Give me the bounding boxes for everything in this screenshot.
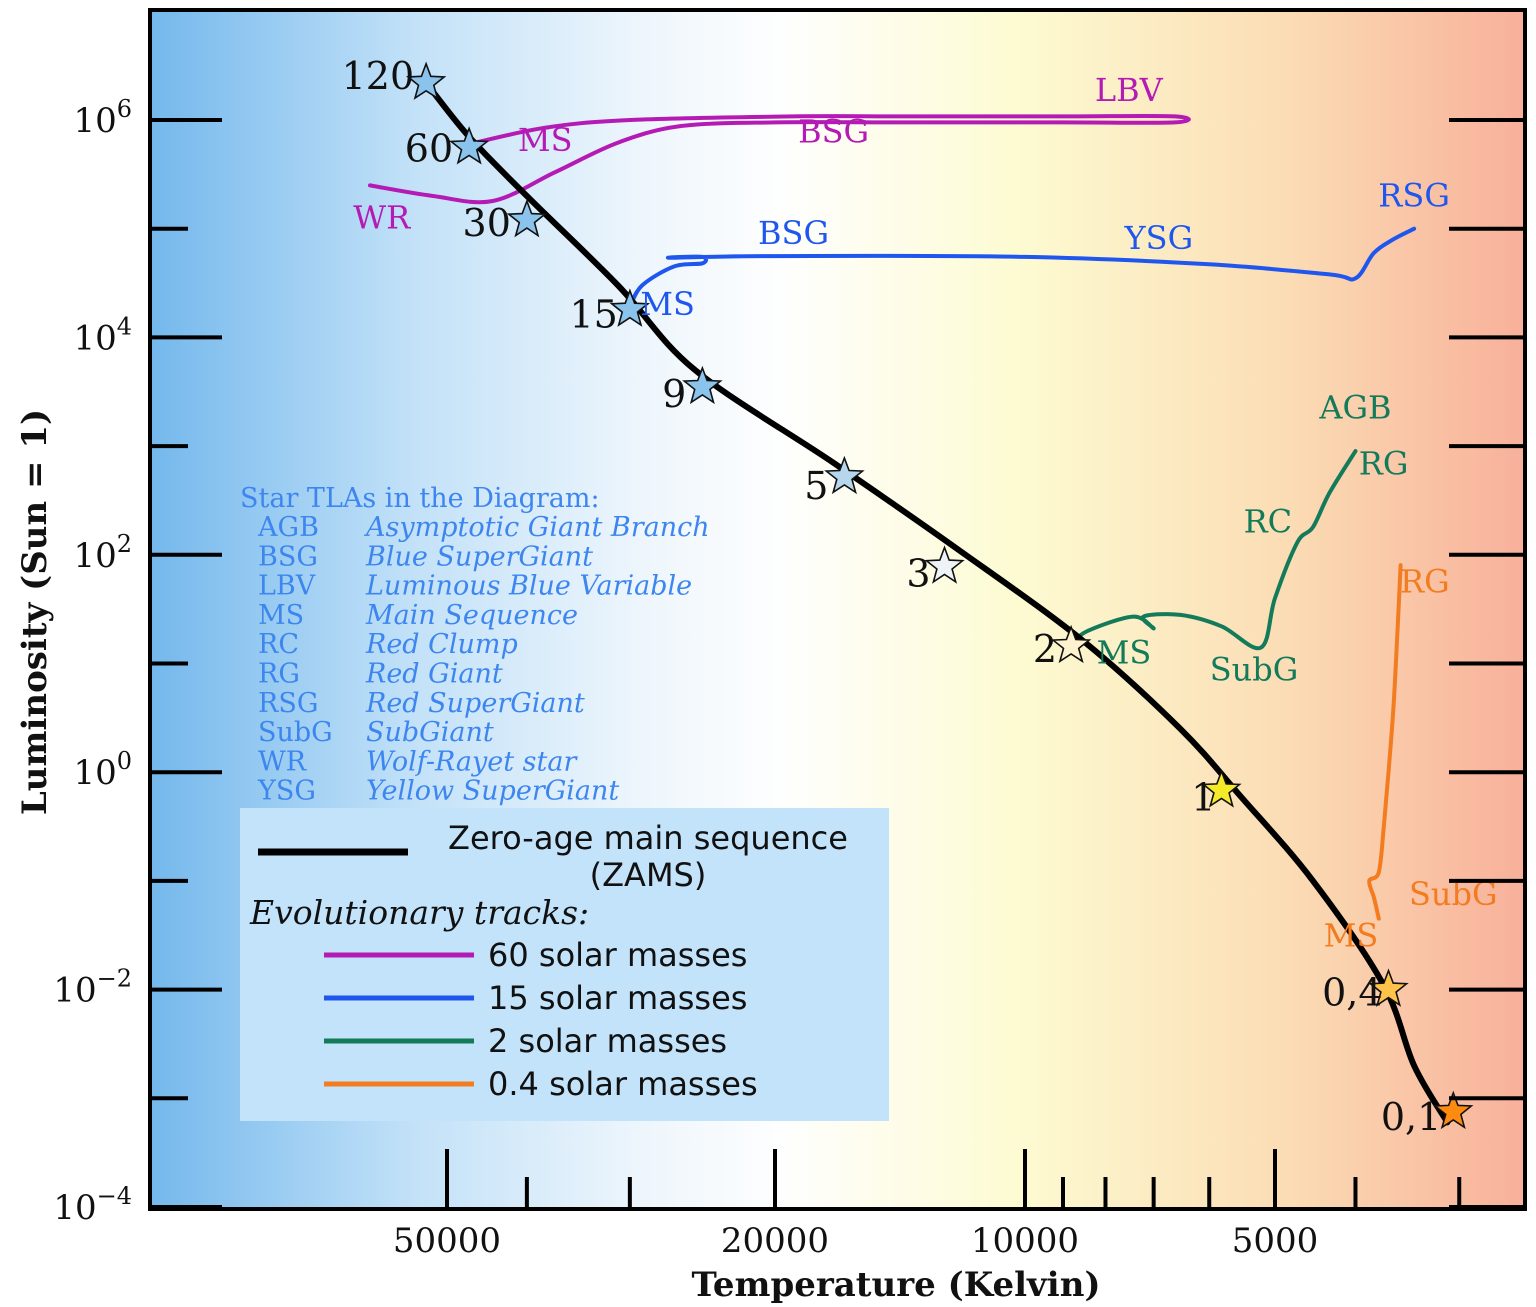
glossary-definition: Red SuperGiant xyxy=(365,688,585,719)
legend-tracks-heading: Evolutionary tracks: xyxy=(249,893,589,932)
track-label-wr: WR xyxy=(353,199,411,237)
star-marker-0-4 xyxy=(1368,968,1409,1007)
star-marker-120 xyxy=(405,61,447,100)
star-mass-label: 60 xyxy=(405,126,453,170)
y-tick-label: 10−4 xyxy=(53,1182,132,1228)
glossary-definition: Wolf-Rayet star xyxy=(366,746,578,777)
track-15-solar-masses xyxy=(627,226,1417,310)
star-mass-label: 15 xyxy=(569,293,617,337)
y-tick-label: 104 xyxy=(73,312,132,358)
axis-ticks: 106 104 102 100 10−2 10−4 50000 20000 10000 5000 xyxy=(53,95,1525,1261)
track-label-subg: SubG xyxy=(1210,650,1299,688)
glossary-abbr: MS xyxy=(258,600,304,631)
track-label-rsg: RSG xyxy=(1378,177,1450,215)
plot-frame xyxy=(148,8,1527,1211)
star-marker-15 xyxy=(609,288,651,327)
star-mass-label: 120 xyxy=(342,54,415,98)
x-axis-title: Temperature (Kelvin) xyxy=(691,1265,1100,1305)
track-0-4-solar-masses xyxy=(1367,563,1403,921)
glossary-abbr: WR xyxy=(258,746,307,777)
glossary-definition: Blue SuperGiant xyxy=(365,541,593,572)
glossary-definition: Main Sequence xyxy=(365,600,578,631)
glossary-definition: Asymptotic Giant Branch xyxy=(363,512,710,543)
track-label-rc: RC xyxy=(1244,503,1293,541)
glossary-abbr: BSG xyxy=(258,541,318,572)
y-tick-label: 10−2 xyxy=(53,965,132,1011)
star-marker-2 xyxy=(1050,624,1092,664)
track-label-bsg: BSG xyxy=(798,113,869,151)
track-label-ms: MS xyxy=(518,121,573,159)
track-label-ms: MS xyxy=(1097,634,1152,672)
star-marker-0-1 xyxy=(1433,1090,1474,1130)
star-marker-3 xyxy=(924,545,965,584)
track-labels: LBV MS BSG WR BSG YSG RSG MS AGB RG RC MS SubG RG SubG… xyxy=(353,71,1497,954)
star-marker-60 xyxy=(448,126,490,165)
x-tick-label: 50000 xyxy=(393,1221,501,1261)
star-mass-label: 1 xyxy=(1191,775,1215,819)
glossary-definition: Luminous Blue Variable xyxy=(365,571,692,602)
evolutionary-tracks xyxy=(368,113,1417,921)
y-axis-title: Luminosity (Sun = 1) xyxy=(15,409,55,815)
star-mass-label: 3 xyxy=(906,552,930,596)
legend-background xyxy=(240,808,889,1121)
glossary: Star TLAs in the Diagram: AGB Asymptotic … xyxy=(240,483,710,807)
star-marker-30 xyxy=(506,198,548,238)
glossary-abbr: SubG xyxy=(258,717,333,748)
glossary-abbr: RSG xyxy=(258,688,318,719)
x-tick-label: 20000 xyxy=(721,1221,829,1261)
legend-entries: 60 solar masses 15 solar masses 2 solar ma… xyxy=(324,936,758,1103)
zams-curve xyxy=(423,79,1451,1126)
y-tick-label: 102 xyxy=(73,530,132,576)
legend-box: Zero-age main sequence (ZAMS) Evolutiona… xyxy=(240,808,889,1121)
star-mass-label: 9 xyxy=(662,372,686,416)
legend-label: 15 solar masses xyxy=(488,979,747,1017)
star-marker-1 xyxy=(1201,769,1242,808)
track-label-agb: AGB xyxy=(1318,388,1391,426)
track-2-solar-masses xyxy=(1069,449,1358,651)
glossary-abbr: RG xyxy=(258,659,300,690)
glossary-abbr: LBV xyxy=(258,571,316,602)
track-label-ysg: YSG xyxy=(1124,219,1194,257)
track-60-solar-masses xyxy=(368,113,1191,205)
y-tick-label: 100 xyxy=(73,747,132,793)
star-marker-9 xyxy=(682,365,723,405)
legend-label: 2 solar masses xyxy=(488,1022,727,1060)
glossary-definition: SubGiant xyxy=(366,717,494,748)
track-label-rg: RG xyxy=(1400,562,1450,600)
glossary-definition: Yellow SuperGiant xyxy=(366,776,619,807)
track-label-lbv: LBV xyxy=(1095,71,1164,109)
x-tick-label: 10000 xyxy=(971,1221,1079,1261)
zams-line xyxy=(423,79,1451,1126)
y-tick-label: 106 xyxy=(73,95,132,141)
track-label-rg: RG xyxy=(1359,444,1409,482)
track-label-ms: MS xyxy=(1324,916,1379,954)
legend-label: 0.4 solar masses xyxy=(488,1065,758,1103)
star-mass-label: 30 xyxy=(463,201,511,245)
track-label-bsg: BSG xyxy=(758,214,829,252)
glossary-definition: Red Giant xyxy=(365,659,503,690)
star-mass-label: 0,1 xyxy=(1381,1095,1441,1139)
star-mass-label: 2 xyxy=(1033,627,1057,671)
glossary-title: Star TLAs in the Diagram: xyxy=(240,483,600,514)
star-marker-5 xyxy=(824,455,865,495)
legend-zams-line2: (ZAMS) xyxy=(590,856,707,894)
x-tick-label: 5000 xyxy=(1232,1221,1319,1261)
glossary-definition: Red Clump xyxy=(365,629,518,660)
star-mass-label: 0,4 xyxy=(1322,971,1382,1015)
glossary-abbr: RC xyxy=(258,629,299,660)
glossary-abbr: AGB xyxy=(257,512,319,543)
star-mass-label: 5 xyxy=(804,464,828,508)
glossary-abbr: YSG xyxy=(257,776,316,807)
legend-label: 60 solar masses xyxy=(488,936,747,974)
legend-zams-line1: Zero-age main sequence xyxy=(448,819,848,857)
track-label-ms: MS xyxy=(640,285,695,323)
